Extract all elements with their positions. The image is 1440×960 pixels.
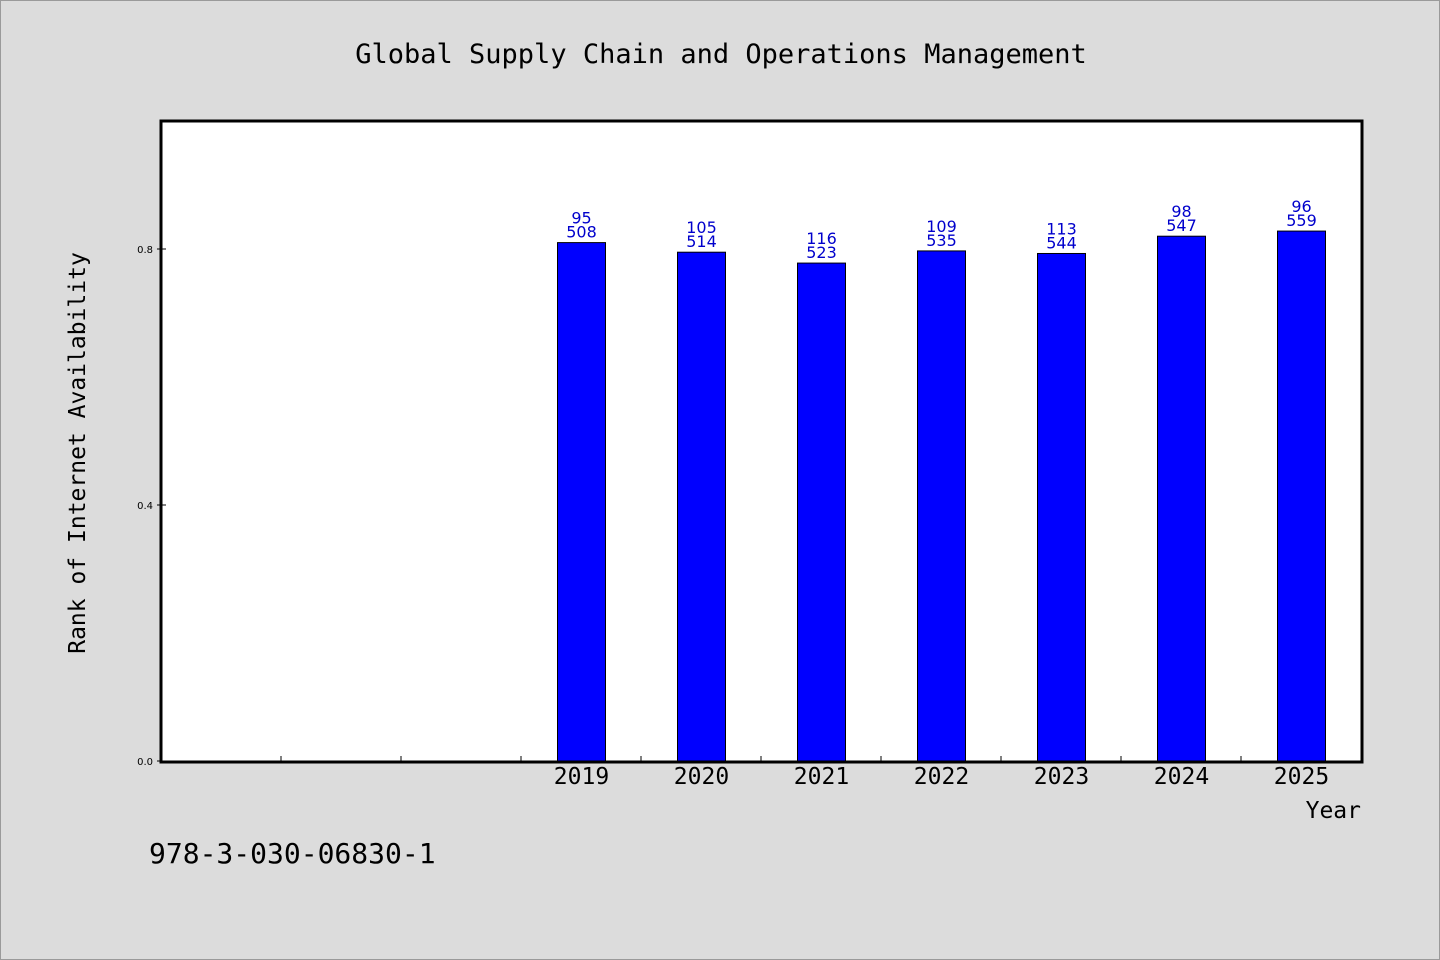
- bar-2025: [1277, 230, 1326, 762]
- data-label-bottom-2019: 508: [566, 223, 597, 242]
- y-tick-label: 0.8: [137, 245, 153, 256]
- bar-2022: [917, 250, 966, 762]
- data-label-top-2019: 95: [571, 209, 591, 228]
- x-tick-label-2020: 2020: [674, 764, 729, 790]
- bar-2021: [797, 262, 846, 762]
- data-label-top-2022: 109: [926, 217, 957, 236]
- data-label-bottom-2020: 514: [686, 232, 717, 251]
- data-label-top-2025: 96: [1291, 197, 1311, 216]
- chart-title: Global Supply Chain and Operations Manag…: [355, 39, 1087, 70]
- data-label-bottom-2025: 559: [1286, 211, 1317, 230]
- data-label-top-2023: 113: [1046, 219, 1077, 238]
- data-label-bottom-2023: 544: [1046, 233, 1077, 252]
- data-label-bottom-2024: 547: [1166, 216, 1197, 235]
- x-tick-label-2025: 2025: [1274, 764, 1329, 790]
- x-tick-label-2022: 2022: [914, 764, 969, 790]
- y-tick-label: 0.0: [137, 757, 153, 768]
- x-tick-label-2021: 2021: [794, 764, 849, 790]
- y-tick-label: 0.4: [137, 501, 153, 512]
- data-label-bottom-2021: 523: [806, 243, 837, 262]
- data-label-top-2024: 98: [1171, 202, 1191, 221]
- x-axis-label: Year: [1306, 798, 1361, 824]
- bar-2024: [1157, 235, 1206, 762]
- bar-2020: [677, 251, 726, 762]
- x-tick-label-2019: 2019: [554, 764, 609, 790]
- y-axis-label: Rank of Internet Availability: [65, 252, 91, 654]
- x-tick-label-2024: 2024: [1154, 764, 1209, 790]
- data-label-top-2020: 105: [686, 218, 717, 237]
- bar-2023: [1037, 252, 1086, 762]
- isbn-label: 978-3-030-06830-1: [149, 837, 436, 870]
- data-label-bottom-2022: 535: [926, 231, 957, 250]
- data-label-top-2021: 116: [806, 229, 837, 248]
- bar-2019: [557, 242, 606, 762]
- axis-ticks-layer: 0.0 0.4 0.8 2019 2020 2021 2022 2023 2024 2025: [137, 245, 1329, 790]
- x-tick-label-2023: 2023: [1034, 764, 1089, 790]
- bars-layer: [557, 230, 1326, 762]
